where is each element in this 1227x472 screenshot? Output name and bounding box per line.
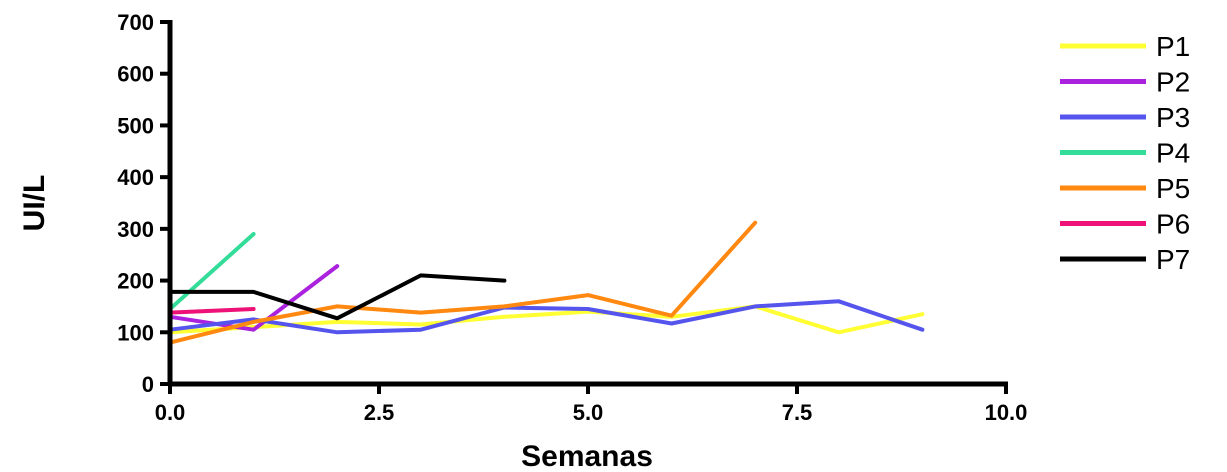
y-tick-label: 100 <box>117 320 154 345</box>
x-tick-label: 2.5 <box>364 400 395 425</box>
legend-label-p1: P1 <box>1156 31 1190 62</box>
y-tick-label: 400 <box>117 165 154 190</box>
series-line-p5 <box>168 220 758 345</box>
y-tick-label: 600 <box>117 62 154 87</box>
legend-label-p6: P6 <box>1156 209 1190 240</box>
plot-lines <box>168 220 925 345</box>
series-line-p1 <box>168 304 925 335</box>
y-tick-label: 300 <box>117 217 154 242</box>
x-tick-label: 10.0 <box>985 400 1028 425</box>
x-tick-label: 0.0 <box>155 400 186 425</box>
series-line-p7 <box>168 273 507 321</box>
series-line-p3 <box>168 299 925 335</box>
y-tick-label: 500 <box>117 113 154 138</box>
x-tick-label: 7.5 <box>782 400 813 425</box>
y-tick-label: 200 <box>117 269 154 294</box>
x-axis-title: Semanas <box>521 440 653 472</box>
legend-label-p3: P3 <box>1156 102 1190 133</box>
y-tick-label: 700 <box>117 10 154 35</box>
legend: P1 P2 P3 P4 P5 P6 P7 <box>1060 31 1190 275</box>
legend-label-p4: P4 <box>1156 138 1190 169</box>
y-axis-title: UI/L <box>18 175 51 232</box>
legend-label-p5: P5 <box>1156 173 1190 204</box>
series-line-p2 <box>168 264 340 332</box>
x-tick-label: 5.0 <box>573 400 604 425</box>
legend-label-p7: P7 <box>1156 244 1190 275</box>
legend-label-p2: P2 <box>1156 67 1190 98</box>
x-axis-ticks: 0.0 2.5 5.0 7.5 10.0 <box>155 384 1028 425</box>
y-tick-label: 0 <box>142 372 154 397</box>
series-line-p4 <box>168 232 256 311</box>
y-axis-ticks: 0 100 200 300 400 500 600 700 <box>117 10 170 397</box>
series-line-p6 <box>168 307 256 315</box>
